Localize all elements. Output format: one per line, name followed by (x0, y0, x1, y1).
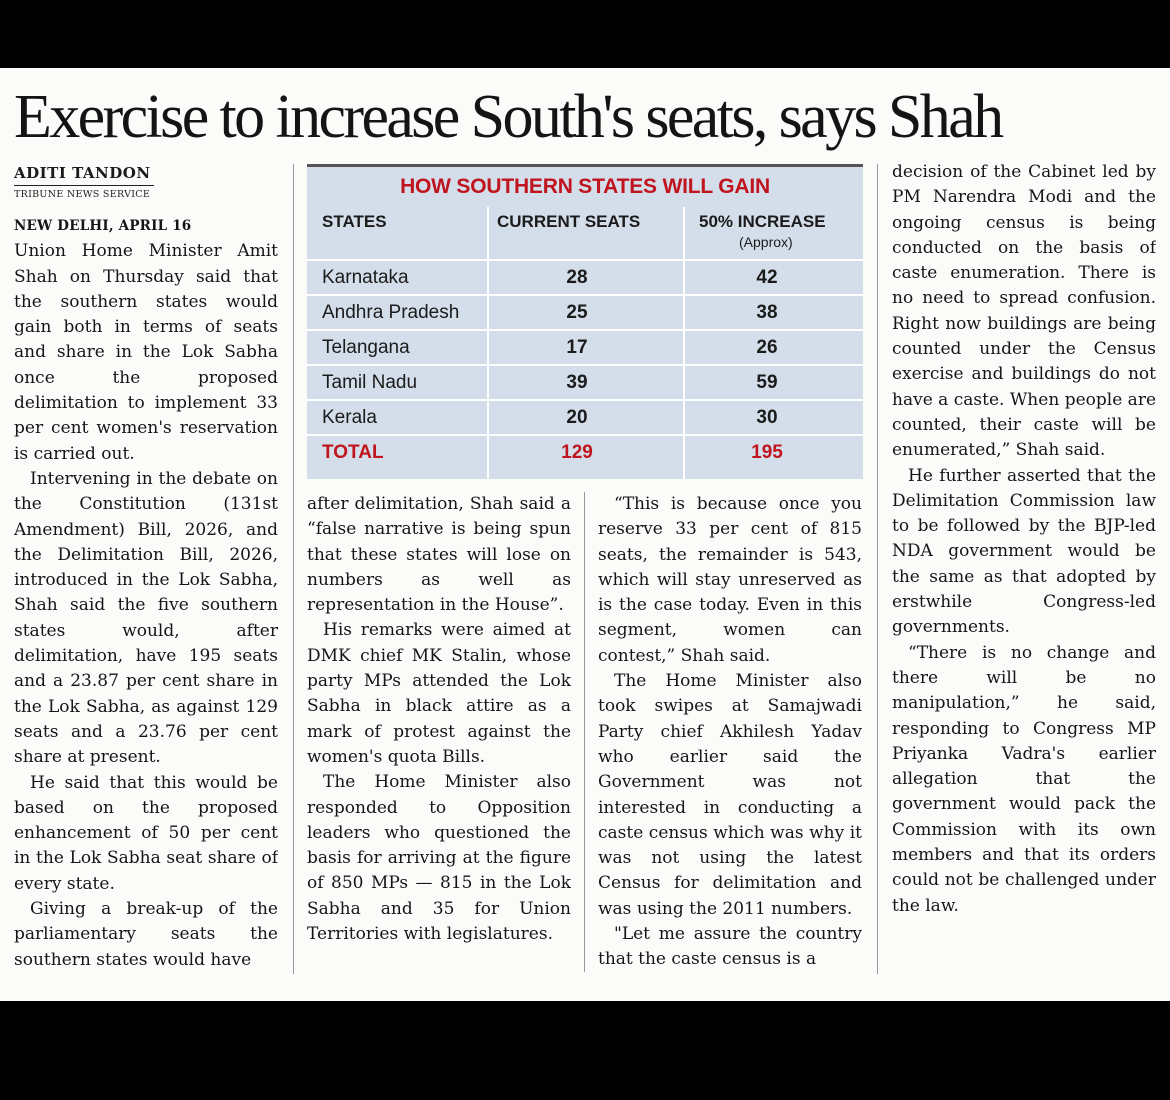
header-current-seats: CURRENT SEATS (497, 212, 641, 231)
column-divider (877, 164, 878, 974)
paragraph: after delimitation, Shah said a “false n… (307, 494, 571, 616)
current-seats: 25 (566, 302, 588, 323)
increased-seats: 42 (756, 267, 778, 288)
table-divider (487, 207, 489, 479)
state-name: Tamil Nadu (322, 372, 418, 393)
table-total-row: TOTAL 129 195 (307, 434, 863, 470)
total-increased: 195 (751, 442, 783, 463)
state-name: Andhra Pradesh (322, 302, 460, 323)
paragraph: The Home Minister also responded to Oppo… (307, 772, 571, 945)
table-row: Karnataka 28 42 (307, 259, 863, 295)
state-name: Telangana (322, 337, 410, 358)
state-name: Karnataka (322, 267, 409, 288)
seats-table: HOW SOUTHERN STATES WILL GAIN STATES CUR… (307, 164, 863, 479)
table-divider (683, 207, 685, 479)
table-row: Telangana 17 26 (307, 329, 863, 365)
article-column-1: NEW DELHI, APRIL 16 Union Home Minister … (14, 213, 278, 993)
dateline: NEW DELHI, APRIL 16 (14, 218, 192, 234)
increased-seats: 30 (756, 407, 778, 428)
increased-seats: 26 (756, 337, 778, 358)
header-note: (Approx) (739, 234, 793, 250)
paragraph: His remarks were aimed at DMK chief MK S… (307, 620, 571, 767)
increased-seats: 38 (756, 302, 778, 323)
article-column-2: after delimitation, Shah said a “false n… (307, 492, 571, 972)
paragraph: “There is no change and there will be no… (892, 642, 1156, 916)
paragraph: "Let me assure the country that the cast… (598, 924, 862, 970)
table-row: Kerala 20 30 (307, 399, 863, 435)
byline-rule (14, 185, 154, 186)
table-header: STATES CURRENT SEATS 50% INCREASE (Appro… (307, 207, 863, 259)
column-divider (293, 164, 294, 974)
current-seats: 28 (566, 267, 588, 288)
current-seats: 39 (566, 372, 588, 393)
table-row: Tamil Nadu 39 59 (307, 364, 863, 400)
increased-seats: 59 (756, 372, 778, 393)
byline-author: ADITI TANDON (14, 164, 151, 182)
paragraph: Union Home Minister Amit Shah on Thursda… (14, 241, 278, 464)
paragraph: “This is because once you reserve 33 per… (598, 494, 862, 666)
paragraph: decision of the Cabinet led by PM Narend… (892, 162, 1156, 461)
current-seats: 17 (566, 337, 588, 358)
current-seats: 20 (566, 407, 588, 428)
article-column-4: decision of the Cabinet led by PM Narend… (892, 160, 1156, 975)
total-current: 129 (561, 442, 593, 463)
table-row: Andhra Pradesh 25 38 (307, 294, 863, 330)
paragraph: Intervening in the debate on the Constit… (14, 468, 278, 768)
paragraph: Giving a break-up of the parliamentary s… (14, 899, 278, 970)
article-column-3: “This is because once you reserve 33 per… (598, 492, 862, 972)
byline-service: TRIBUNE NEWS SERVICE (14, 189, 151, 200)
header-increase: 50% INCREASE (699, 212, 826, 231)
paragraph: He further asserted that the Delimitatio… (892, 465, 1156, 638)
total-label: TOTAL (322, 442, 384, 463)
paragraph: The Home Minister also took swipes at Sa… (598, 671, 862, 919)
paragraph: He said that this would be based on the … (14, 772, 278, 894)
column-divider (584, 492, 585, 972)
state-name: Kerala (322, 407, 377, 428)
headline: Exercise to increase South's seats, says… (14, 83, 1004, 151)
table-title: HOW SOUTHERN STATES WILL GAIN (400, 175, 770, 198)
newspaper-clipping: Exercise to increase South's seats, says… (0, 68, 1170, 1001)
header-states: STATES (322, 212, 387, 231)
